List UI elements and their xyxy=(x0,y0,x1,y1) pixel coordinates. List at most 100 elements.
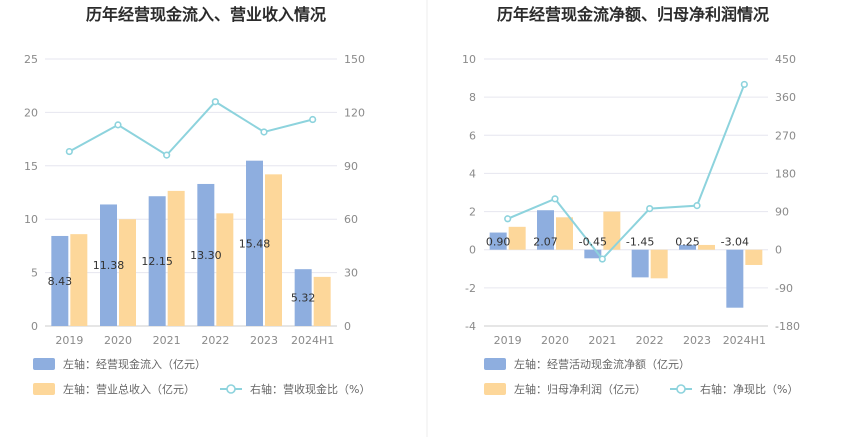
legend-swatch-bar xyxy=(33,358,55,370)
right-axis-tick-label: -180 xyxy=(775,320,800,333)
right-axis-tick-label: 360 xyxy=(775,91,796,104)
right-axis-tick-label: 450 xyxy=(775,53,796,66)
left-axis-tick-label: -4 xyxy=(465,320,476,333)
bar-2 xyxy=(556,217,573,250)
right-axis-tick-label: 90 xyxy=(775,206,789,219)
x-axis-tick-label: 2022 xyxy=(636,334,664,347)
bar-1 xyxy=(148,196,166,326)
right-axis-tick-label: 270 xyxy=(775,129,796,142)
left-axis-tick-label: 8 xyxy=(469,91,476,104)
ratio-point xyxy=(163,151,171,159)
bar-data-label: 11.38 xyxy=(93,259,125,272)
bar-1 xyxy=(197,183,215,326)
bar-data-label: -0.45 xyxy=(579,236,607,249)
left-axis-tick-label: 2 xyxy=(469,206,476,219)
legend-swatch-point xyxy=(676,384,686,394)
bar-1 xyxy=(100,204,117,326)
ratio-point xyxy=(309,115,317,124)
bar-data-label: -1.45 xyxy=(626,236,654,249)
bar-2 xyxy=(508,226,526,250)
left-axis-tick-label: 15 xyxy=(24,160,38,173)
legend-label: 左轴：经营现金流入（亿元） xyxy=(63,357,206,371)
bar-data-label: 0.90 xyxy=(486,236,511,249)
bar-data-label: -3.04 xyxy=(721,236,749,249)
ratio-line xyxy=(507,84,746,261)
bar-2 xyxy=(745,249,763,265)
bar-data-label: 0.25 xyxy=(675,236,700,249)
chart-title: 历年经营现金流入、营业收入情况 xyxy=(86,5,326,24)
bar-1 xyxy=(631,249,649,278)
left-axis-tick-label: 0 xyxy=(469,244,476,257)
x-axis-tick-label: 2023 xyxy=(250,334,278,347)
right-axis-tick-label: 120 xyxy=(344,106,365,119)
bar-2 xyxy=(216,213,234,326)
x-axis-tick-label: 2023 xyxy=(683,334,711,347)
left-axis-tick-label: 10 xyxy=(462,53,476,66)
bar-2 xyxy=(167,190,185,326)
right-axis-tick-label: -90 xyxy=(775,282,793,295)
left-axis-tick-label: 0 xyxy=(31,320,38,333)
bar-1 xyxy=(51,235,69,326)
bar-data-label: 13.30 xyxy=(190,249,222,262)
bar-1 xyxy=(246,160,263,326)
left-axis-tick-label: 25 xyxy=(24,53,38,66)
chart-title: 历年经营现金流净额、归母净利润情况 xyxy=(497,5,769,24)
bar-data-label: 8.43 xyxy=(48,275,73,288)
ratio-point xyxy=(114,121,122,129)
bar-1 xyxy=(294,269,312,326)
x-axis-tick-label: 2021 xyxy=(588,334,616,347)
ratio-point xyxy=(211,98,219,106)
legend-label: 右轴：净现比（%） xyxy=(700,382,798,396)
bar-data-label: 12.15 xyxy=(141,255,173,268)
ratio-point xyxy=(598,255,606,263)
right-axis-tick-label: 30 xyxy=(344,267,358,280)
bar-1 xyxy=(537,210,554,250)
bar-1 xyxy=(679,244,696,250)
x-axis-tick-label: 2020 xyxy=(541,334,569,347)
bar-2 xyxy=(603,211,621,250)
left-axis-tick-label: 5 xyxy=(31,267,38,280)
legend-swatch-point xyxy=(226,384,236,394)
left-axis-tick-label: 20 xyxy=(24,106,38,119)
bar-data-label: 15.48 xyxy=(239,237,271,250)
legend-label: 左轴：归母净利润（亿元） xyxy=(514,382,646,396)
legend-label: 右轴：营收现金比（%） xyxy=(250,382,370,396)
chart-panel-2: 历年经营现金流净额、归母净利润情况 10 450 8 360 6 270 4 180 2 90 0 0 -… xyxy=(462,5,800,396)
x-axis-tick-label: 2020 xyxy=(104,334,132,347)
bar-1 xyxy=(489,232,507,250)
ratio-point xyxy=(551,195,559,203)
chart-panel-1: 历年经营现金流入、营业收入情况 25 150 20 120 15 90 10 60 5 30 0 0 20… xyxy=(24,5,370,396)
left-axis-tick-label: 6 xyxy=(469,129,476,142)
legend-swatch-bar xyxy=(484,383,506,395)
bar-2 xyxy=(119,219,136,326)
bar-2 xyxy=(313,276,331,326)
ratio-point xyxy=(693,202,701,210)
ratio-point xyxy=(65,147,73,156)
ratio-line xyxy=(68,100,313,157)
bar-2 xyxy=(650,249,668,279)
x-axis-tick-label: 2019 xyxy=(55,334,83,347)
legend-label: 左轴：经营活动现金流净额（亿元） xyxy=(514,357,690,371)
bar-1 xyxy=(584,249,602,259)
left-axis-tick-label: 4 xyxy=(469,167,476,180)
right-axis-tick-label: 60 xyxy=(344,213,358,226)
right-axis-tick-label: 0 xyxy=(344,320,351,333)
x-axis-tick-label: 2024H1 xyxy=(723,334,766,347)
x-axis-tick-label: 2021 xyxy=(153,334,181,347)
left-axis-tick-label: 10 xyxy=(24,213,38,226)
left-axis-tick-label: -2 xyxy=(465,282,476,295)
ratio-point xyxy=(260,128,268,136)
bar-data-label: 5.32 xyxy=(291,292,316,305)
right-axis-tick-label: 0 xyxy=(775,244,782,257)
legend-swatch-bar xyxy=(33,383,55,395)
bar-2 xyxy=(698,244,715,250)
right-axis-tick-label: 90 xyxy=(344,160,358,173)
bar-2 xyxy=(70,234,88,326)
legend-label: 左轴：营业总收入（亿元） xyxy=(63,382,195,396)
ratio-point xyxy=(740,80,748,89)
ratio-point xyxy=(504,215,512,223)
bar-2 xyxy=(265,174,282,326)
right-axis-tick-label: 150 xyxy=(344,53,365,66)
